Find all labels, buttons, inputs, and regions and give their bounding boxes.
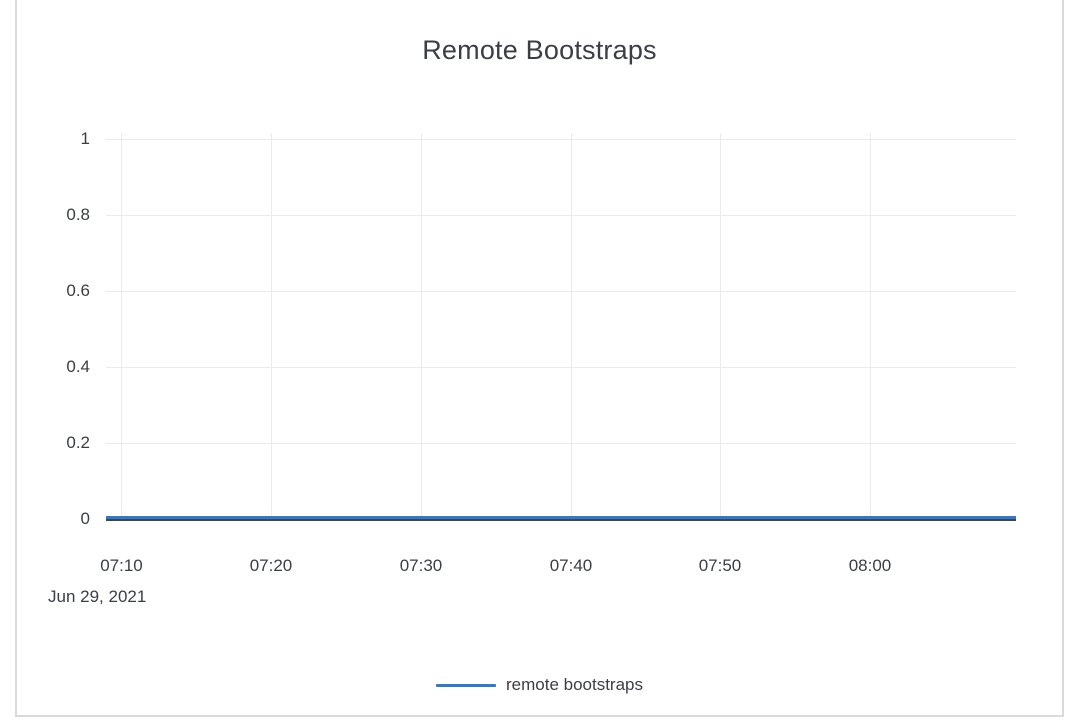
gridline-horizontal	[106, 367, 1016, 368]
gridline-horizontal	[106, 215, 1016, 216]
y-tick-label: 0	[80, 509, 90, 528]
gridline-horizontal	[106, 291, 1016, 292]
gridline-vertical	[571, 133, 572, 519]
gridline-vertical	[421, 133, 422, 519]
x-axis-date-label: Jun 29, 2021	[48, 587, 147, 606]
x-tick-label: 07:40	[549, 556, 593, 575]
x-tick-label: 07:50	[698, 556, 742, 575]
y-tick-label: 1	[80, 129, 90, 148]
x-tick-label: 07:30	[399, 556, 443, 575]
legend: remote bootstraps	[17, 674, 1062, 696]
x-tick-label: 08:00	[848, 556, 892, 575]
gridline-horizontal	[106, 443, 1016, 444]
legend-line-swatch	[435, 683, 496, 687]
legend-item-remote-bootstraps[interactable]: remote bootstraps	[435, 674, 643, 696]
y-tick-label: 0.2	[66, 433, 90, 452]
y-tick-label: 0.4	[66, 357, 90, 376]
plot-area[interactable]	[106, 133, 1016, 521]
gridline-vertical	[121, 133, 122, 519]
gridline-vertical	[720, 133, 721, 519]
x-axis-line	[106, 518, 1016, 521]
gridline-horizontal	[106, 139, 1016, 140]
y-tick-label: 0.8	[66, 205, 90, 224]
x-tick-label: 07:10	[100, 556, 143, 575]
y-tick-label: 0.6	[66, 281, 90, 300]
chart-card: Remote Bootstraps 1 0.8 0.6 0.4 0.2 0	[15, 0, 1064, 717]
x-tick-label: 07:20	[249, 556, 293, 575]
series-line-remote-bootstraps	[106, 515, 1016, 519]
gridline-vertical	[271, 133, 272, 519]
chart-title: Remote Bootstraps	[422, 35, 657, 65]
legend-item-label: remote bootstraps	[505, 675, 643, 694]
gridline-vertical	[870, 133, 871, 519]
